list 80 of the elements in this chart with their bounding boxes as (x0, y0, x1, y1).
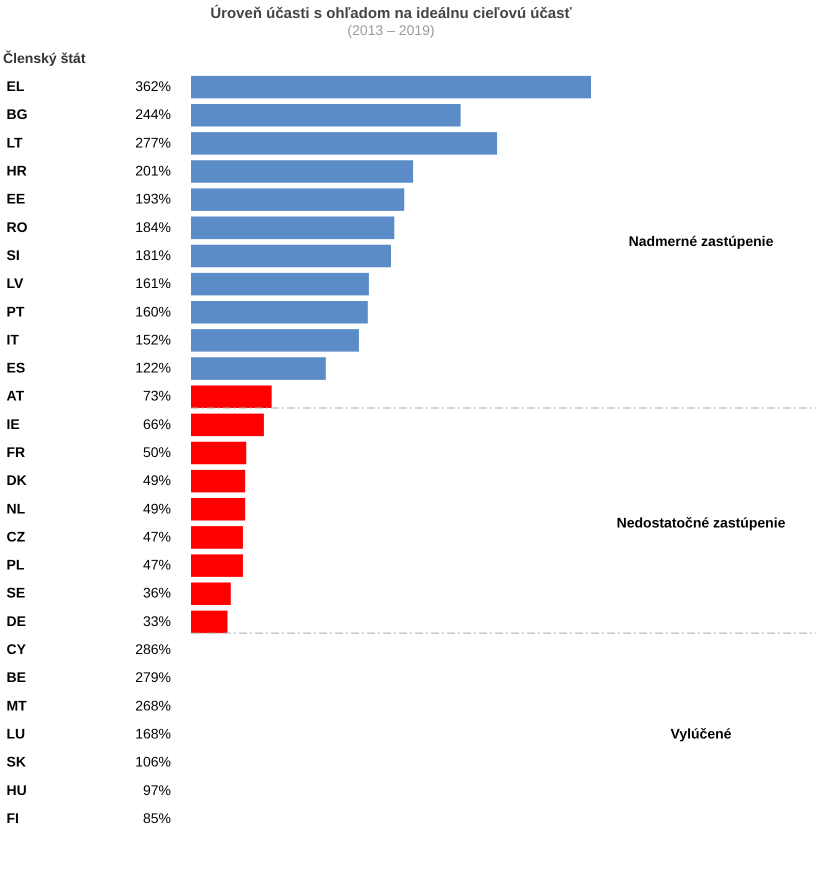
data-label: 36% (142, 584, 171, 601)
chart-subtitle: (2013 – 2019) (347, 22, 435, 38)
data-label: 244% (135, 106, 171, 122)
bar (191, 414, 264, 436)
y-tick-label: DK (6, 472, 27, 488)
y-tick-label: SE (6, 584, 26, 601)
bar (191, 76, 591, 98)
data-label: 193% (135, 190, 171, 207)
y-tick-label: EE (6, 190, 26, 207)
bar (191, 329, 359, 352)
y-tick-label: FI (6, 810, 19, 826)
bar (191, 442, 246, 464)
bar (191, 104, 461, 126)
y-tick-label: IE (6, 416, 20, 432)
data-label: 47% (142, 528, 171, 544)
data-label: 362% (135, 78, 171, 94)
bar (191, 582, 231, 605)
bar (191, 554, 243, 577)
data-label: 184% (135, 218, 171, 235)
bar (191, 132, 498, 155)
text: 168% (135, 725, 171, 742)
bar (191, 526, 243, 549)
y-tick-label: FR (6, 444, 26, 460)
data-label: 33% (142, 612, 171, 629)
text: 97% (142, 782, 171, 798)
bar (191, 610, 228, 634)
text: 279% (135, 669, 171, 686)
y-tick-label: CY (6, 641, 27, 658)
data-label: 49% (142, 472, 171, 488)
y-tick-label: BE (6, 669, 26, 686)
y-tick-label: EL (6, 78, 25, 94)
y-tick-label: AT (6, 388, 25, 404)
data-label: 277% (135, 134, 171, 150)
text: Nedostatočné zastúpenie (616, 514, 786, 530)
y-axis-title: Členský štát (3, 50, 86, 66)
data-label: 50% (142, 444, 171, 460)
text: 106% (135, 754, 171, 770)
y-tick-label: PT (6, 303, 25, 320)
y-tick-label: LT (6, 134, 24, 150)
y-tick-label: BG (6, 106, 28, 122)
bar (191, 470, 246, 492)
y-tick-label: PL (6, 556, 25, 573)
y-tick-label: SI (6, 246, 20, 263)
data-label: 49% (142, 500, 171, 516)
data-label: 66% (142, 416, 171, 432)
y-tick-label: NL (6, 500, 26, 516)
data-label: 122% (135, 360, 171, 376)
y-tick-label: ES (6, 360, 26, 376)
text: Nadmerné zastúpenie (628, 232, 774, 249)
text: 286% (135, 641, 171, 658)
bar (191, 357, 326, 380)
text: 85% (142, 810, 171, 826)
bar (191, 244, 391, 268)
chart-title: Úroveň účasti s ohľadom na ideálnu cieľovú účasť (210, 4, 572, 22)
y-tick-label: HU (6, 782, 27, 798)
bar (191, 498, 246, 521)
bar (191, 272, 369, 296)
bar (191, 160, 414, 183)
text: Vylúčené (670, 725, 732, 742)
text: 268% (135, 697, 171, 714)
data-label: 181% (135, 246, 171, 263)
data-label: 152% (135, 331, 171, 348)
bar (191, 385, 272, 408)
data-label: 161% (135, 275, 171, 292)
bar (191, 188, 404, 211)
y-tick-label: IT (6, 331, 20, 348)
y-tick-label: CZ (6, 528, 26, 544)
y-tick-label: RO (6, 218, 28, 235)
bar (191, 301, 368, 324)
data-label: 160% (135, 303, 171, 320)
y-tick-label: LV (6, 275, 24, 292)
bar (191, 216, 394, 240)
y-tick-label: MT (6, 697, 28, 714)
data-label: 201% (135, 162, 171, 179)
data-label: 73% (142, 388, 171, 404)
y-tick-label: SK (6, 754, 26, 770)
y-tick-label: HR (6, 162, 27, 179)
y-tick-label: DE (6, 612, 26, 629)
y-tick-label: LU (6, 725, 26, 742)
data-label: 47% (142, 556, 171, 573)
